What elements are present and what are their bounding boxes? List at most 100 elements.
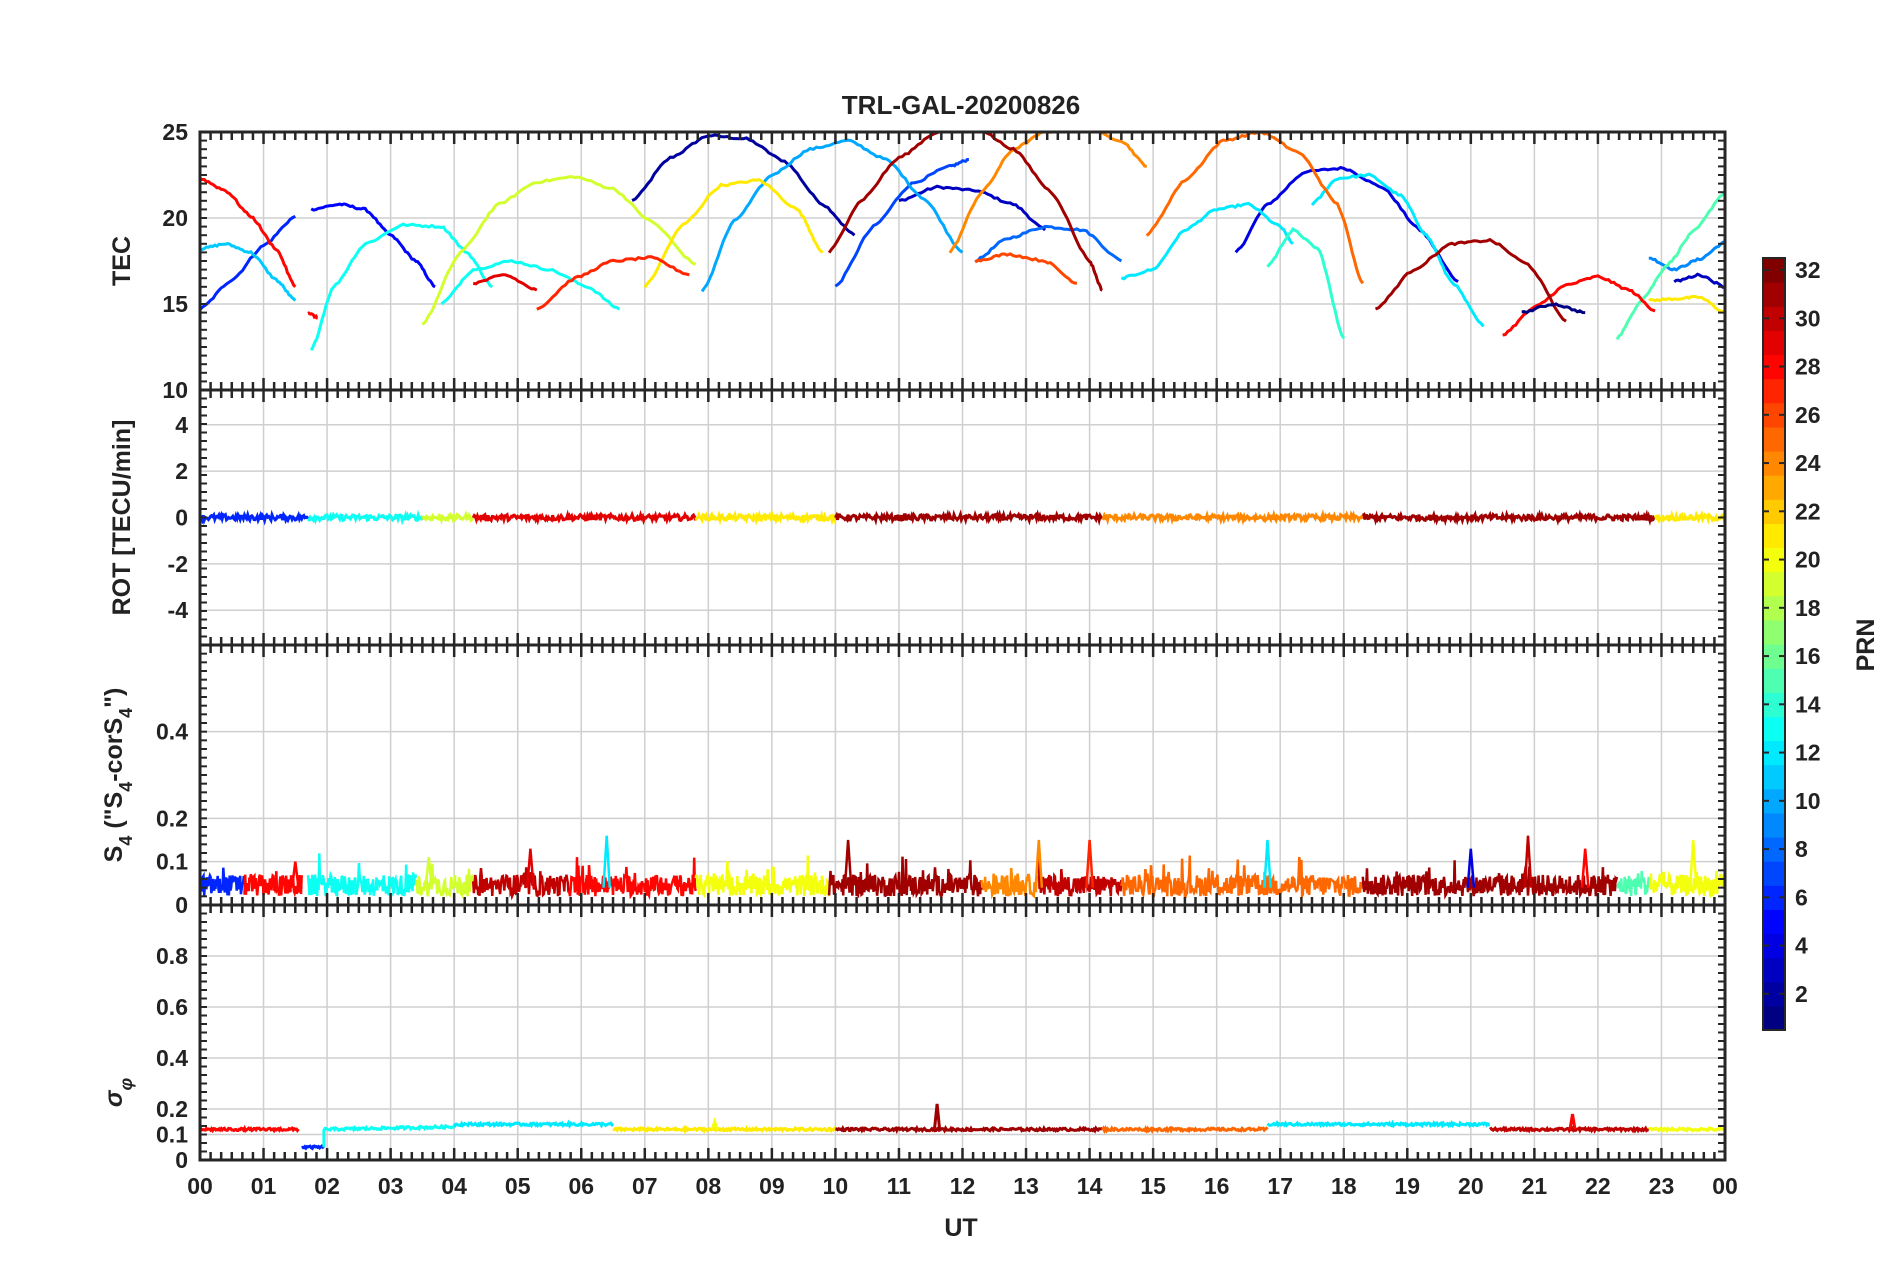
tec-series-prn-26 [974, 252, 1078, 285]
tec-series-prn-21 [1648, 295, 1725, 314]
y-tick-label: 0 [175, 505, 188, 531]
data-layer [200, 508, 1725, 527]
y-axis-label-part: σ [100, 1089, 128, 1107]
rot-series-prn-6 [200, 509, 310, 526]
y-tick-label: 25 [162, 119, 188, 145]
y-axis-label-part: -corS [100, 718, 128, 782]
tec-series-prn-1 [1521, 302, 1586, 315]
x-tick-label: 12 [950, 1173, 976, 1199]
y-tick-label: -4 [168, 597, 189, 623]
colorbar-swatch [1763, 306, 1785, 331]
y-tick-label: 2 [175, 458, 188, 484]
tec-series-prn-31 [827, 132, 1103, 292]
colorbar-tick-label: 10 [1795, 788, 1821, 814]
tec-series-prn-3 [898, 184, 1047, 232]
tec-series-prn-13 [309, 222, 493, 351]
s4-series-prn-15 [1616, 870, 1651, 897]
colorbar-tick-label: 4 [1795, 933, 1808, 959]
sigma-series-prn-21 [612, 1124, 837, 1135]
sigma-series-prn-12 [1266, 1119, 1490, 1129]
colorbar-tick-label: 24 [1795, 450, 1821, 476]
tec-series-prn-6 [200, 214, 296, 311]
tec-series-prn-14 [1266, 227, 1346, 340]
colorbar-swatch [1763, 764, 1785, 790]
colorbar-swatch [1763, 523, 1785, 549]
chart-title: TRL-GAL-20200826 [842, 90, 1080, 120]
x-tick-label: 07 [632, 1173, 658, 1199]
sigma-series-prn-6 [301, 1144, 325, 1151]
x-tick-label: 01 [251, 1173, 277, 1199]
rot-series-prn-24 [1101, 508, 1365, 526]
colorbar-swatch [1763, 692, 1785, 717]
sigma-series-prn-31 [835, 1124, 1103, 1135]
colorbar-tick-label: 16 [1795, 643, 1821, 669]
colorbar-swatch [1763, 788, 1785, 814]
colorbar-tick-label: 12 [1795, 740, 1821, 766]
x-tick-label: 06 [568, 1173, 594, 1199]
colorbar-swatch [1763, 571, 1785, 597]
colorbar-swatch [1763, 1005, 1785, 1031]
colorbar-swatch [1763, 933, 1785, 959]
x-axis-label: UT [944, 1214, 977, 1242]
y-tick-label: 0 [175, 892, 188, 918]
y-tick-label: 0.2 [156, 805, 188, 831]
s4-peak [1688, 839, 1698, 888]
sigma-series-prn-30 [1489, 1125, 1650, 1134]
s4-peak [1580, 848, 1590, 888]
colorbar-tick-label: 18 [1795, 595, 1821, 621]
tec-series-prn-25 [1145, 132, 1365, 285]
tec-series-prn-5 [310, 202, 436, 289]
tec-series-prn-15 [1615, 191, 1725, 341]
panel-rot: -4 -2 0 2 4 ROT [TECU/min] [108, 388, 1727, 647]
data-layer [200, 1103, 1725, 1151]
panel-sigma-phi: 00.10.2 0.4 0.6 0.8 σφ 00 01 02 03 04 05 06 07 08 09 10… [100, 903, 1738, 1199]
colorbar-swatch [1763, 981, 1785, 1007]
s4-series-prn-20 [694, 855, 831, 899]
colorbar-swatch [1763, 861, 1785, 886]
colorbar-swatch [1763, 402, 1785, 428]
s4-peak [843, 839, 853, 888]
colorbar-swatch [1763, 330, 1785, 356]
y-axis-label-part: 4 [116, 782, 136, 792]
colorbar-swatch [1763, 378, 1785, 404]
x-tick-label: 10 [823, 1173, 849, 1199]
y-axis-label-part: 4 [116, 836, 136, 846]
s4-series-prn-31 [827, 856, 983, 899]
y-tick-label: 0.1 [156, 1122, 188, 1148]
colorbar-tick-label: 20 [1795, 547, 1821, 573]
y-axis-label-part: ("S [100, 792, 128, 836]
s4-series-prn-28 [567, 857, 697, 901]
colorbar-swatch [1763, 499, 1785, 524]
y-tick-label: 0.2 [156, 1096, 188, 1122]
rot-series-prn-31 [1361, 509, 1656, 527]
x-tick-label: 09 [759, 1173, 785, 1199]
sigma-spike [710, 1117, 719, 1130]
x-tick-label: 19 [1394, 1173, 1420, 1199]
tec-series-prn-19 [421, 175, 697, 326]
colorbar-swatch [1763, 619, 1785, 645]
sigma-series-prn-13 [322, 1123, 455, 1133]
s4-peak [1263, 839, 1272, 888]
s4-peak [525, 848, 535, 888]
tec-series-prn-13 [440, 259, 621, 311]
rot-series-prn-19 [421, 510, 475, 526]
rot-series-prn-29 [471, 509, 698, 526]
colorbar-swatch [1763, 909, 1785, 935]
y-tick-label: -2 [168, 551, 188, 577]
tec-series-prn-3 [1673, 272, 1725, 289]
sigma-series-prn-28 [200, 1124, 300, 1134]
rot-series-prn-21 [1653, 509, 1725, 526]
y-axis-label: σφ [100, 1078, 136, 1108]
rot-series-prn-31 [834, 509, 1104, 527]
tec-series-prn-31 [1374, 237, 1567, 323]
tec-series-prn-29 [472, 273, 538, 292]
s4-series-prn-30 [471, 867, 570, 901]
s4-peak [1523, 835, 1533, 888]
y-tick-label: 0.6 [156, 994, 188, 1020]
y-tick-label: 10 [162, 377, 188, 403]
tec-series-prn-7 [834, 158, 969, 288]
tec-series-prn-11 [200, 242, 297, 302]
y-axis-label-part: φ [116, 1078, 136, 1091]
tec-series-prn-2 [631, 133, 856, 237]
